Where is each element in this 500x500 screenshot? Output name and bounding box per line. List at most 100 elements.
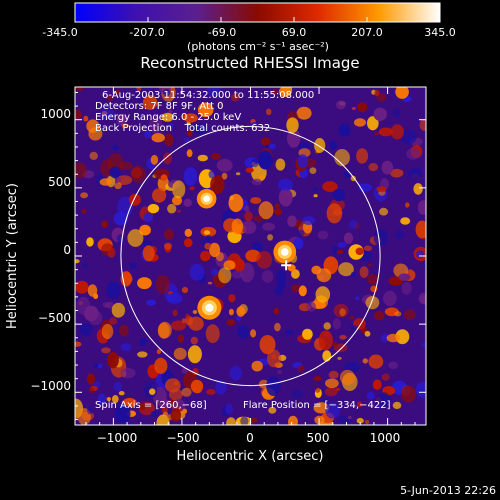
emission-blob xyxy=(275,158,286,171)
emission-blob xyxy=(88,386,95,394)
chart-title: Reconstructed RHESSI Image xyxy=(140,54,359,72)
emission-blob xyxy=(112,144,119,151)
emission-blob xyxy=(154,357,168,374)
emission-blob xyxy=(170,408,182,422)
emission-blob xyxy=(204,242,212,250)
emission-blob xyxy=(181,368,189,374)
emission-blob xyxy=(373,107,387,122)
emission-blob xyxy=(122,397,137,408)
emission-blob xyxy=(250,197,262,204)
emission-blob xyxy=(231,218,244,235)
y-tick-label: 500 xyxy=(48,175,71,189)
emission-blob xyxy=(265,108,272,116)
emission-blob xyxy=(168,123,174,129)
emission-blob xyxy=(374,89,380,97)
emission-blob xyxy=(142,95,158,110)
emission-blob xyxy=(230,93,240,102)
emission-blob xyxy=(184,228,192,237)
emission-blob xyxy=(386,333,400,343)
emission-blob xyxy=(197,102,214,118)
emission-blob xyxy=(192,124,209,135)
x-tick-label: −500 xyxy=(167,431,200,445)
emission-blob xyxy=(419,295,426,305)
emission-blob xyxy=(166,292,183,304)
colorbar-tick-label: -345.0 xyxy=(42,26,77,39)
emission-blob xyxy=(97,393,107,405)
emission-blob xyxy=(116,113,127,126)
emission-blob xyxy=(250,158,260,168)
emission-blob xyxy=(192,368,199,376)
spin-axis-label: Spin Axis = [260,−68] xyxy=(95,400,207,411)
emission-blob xyxy=(291,284,301,293)
emission-blob xyxy=(314,138,326,153)
emission-blob xyxy=(334,149,350,167)
emission-blob xyxy=(167,203,177,214)
emission-blob xyxy=(111,302,126,318)
emission-blob xyxy=(380,333,389,343)
emission-blob xyxy=(332,188,345,202)
emission-blob xyxy=(356,102,368,112)
emission-blob xyxy=(226,319,236,326)
emission-blob xyxy=(338,123,351,137)
emission-map xyxy=(75,87,426,425)
emission-blob xyxy=(365,296,380,310)
emission-blob xyxy=(165,378,181,393)
bright-source-core xyxy=(205,303,214,312)
emission-blob xyxy=(401,281,412,295)
emission-blob xyxy=(401,129,417,145)
emission-blob xyxy=(144,130,152,139)
emission-blob xyxy=(183,238,193,248)
emission-blob xyxy=(150,410,159,417)
emission-blob xyxy=(325,402,341,419)
emission-blob xyxy=(278,178,293,191)
emission-blob xyxy=(205,234,212,241)
emission-blob xyxy=(277,370,282,375)
emission-blob xyxy=(181,318,186,324)
emission-blob xyxy=(107,247,116,258)
emission-blob xyxy=(181,387,192,397)
emission-blob xyxy=(231,270,243,279)
emission-blob xyxy=(297,154,309,169)
emission-blob xyxy=(203,230,211,235)
emission-blob xyxy=(274,208,282,216)
colorbar-tick-label: -69.0 xyxy=(208,26,236,39)
emission-blob xyxy=(221,172,228,180)
emission-blob xyxy=(368,354,384,369)
emission-blob xyxy=(251,178,262,186)
emission-blob xyxy=(278,188,293,207)
emission-blob xyxy=(251,360,263,372)
emission-blob xyxy=(250,329,257,338)
emission-blob xyxy=(271,89,279,95)
emission-blob xyxy=(164,133,174,147)
emission-blob xyxy=(139,337,147,347)
emission-blob xyxy=(190,336,198,345)
emission-blob xyxy=(121,123,129,129)
emission-blob xyxy=(376,92,387,102)
emission-blob xyxy=(185,313,190,320)
emission-blob xyxy=(138,402,145,411)
emission-blob xyxy=(176,209,182,213)
emission-blob xyxy=(189,263,205,281)
emission-blob xyxy=(106,397,112,401)
emission-blob xyxy=(216,158,233,172)
emission-blob xyxy=(138,98,143,105)
emission-blob xyxy=(127,229,144,247)
emission-blob xyxy=(136,87,142,92)
emission-blob xyxy=(366,391,375,400)
emission-blob xyxy=(150,154,159,165)
emission-blob xyxy=(364,419,370,425)
emission-blob xyxy=(207,87,221,97)
info-line-method: Back Projection Total counts: 632 xyxy=(95,123,270,134)
emission-blob xyxy=(350,271,356,278)
bright-source-core xyxy=(280,248,289,256)
emission-blob xyxy=(267,234,274,241)
axis-ticks xyxy=(75,87,426,425)
flare-position-label: Flare Position = [−334,−422] xyxy=(243,400,391,411)
emission-blob xyxy=(149,388,156,396)
emission-blob xyxy=(120,367,136,379)
emission-blob xyxy=(403,309,416,320)
emission-blob xyxy=(118,391,125,396)
emission-blob xyxy=(75,341,82,347)
emission-blob xyxy=(356,417,364,424)
